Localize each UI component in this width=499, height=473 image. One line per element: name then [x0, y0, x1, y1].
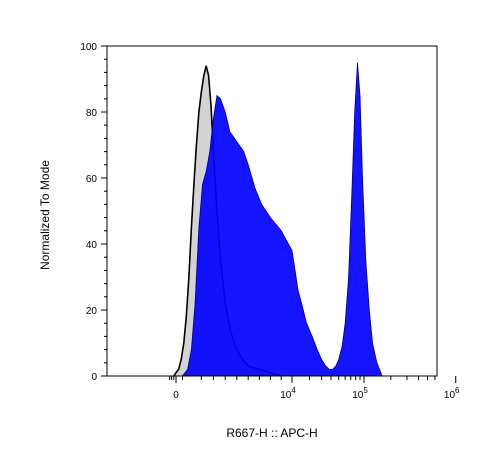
x-tick-label: 0 — [173, 390, 179, 401]
x-tick-label: 104 — [280, 386, 296, 401]
y-tick-label: 0 — [91, 372, 97, 383]
x-tick-exponent: 6 — [455, 386, 460, 395]
x-axis-title: R667-H :: APC-H — [226, 426, 317, 440]
y-tick-label: 40 — [86, 240, 98, 251]
x-tick-exponent: 4 — [291, 386, 296, 395]
y-tick-label: 100 — [80, 42, 97, 53]
plot-frame — [106, 45, 438, 377]
y-axis-title: Normalized To Mode — [38, 160, 52, 270]
x-tick-exponent: 5 — [363, 386, 368, 395]
y-tick-label: 60 — [86, 174, 98, 185]
y-tick-label: 80 — [86, 108, 98, 119]
y-tick-label: 20 — [86, 306, 98, 317]
series-layer — [173, 62, 383, 377]
series-area-2 — [182, 62, 383, 376]
x-tick-label: 106 — [444, 386, 460, 401]
series-line-2 — [182, 62, 383, 377]
x-tick-label: 105 — [352, 386, 368, 401]
